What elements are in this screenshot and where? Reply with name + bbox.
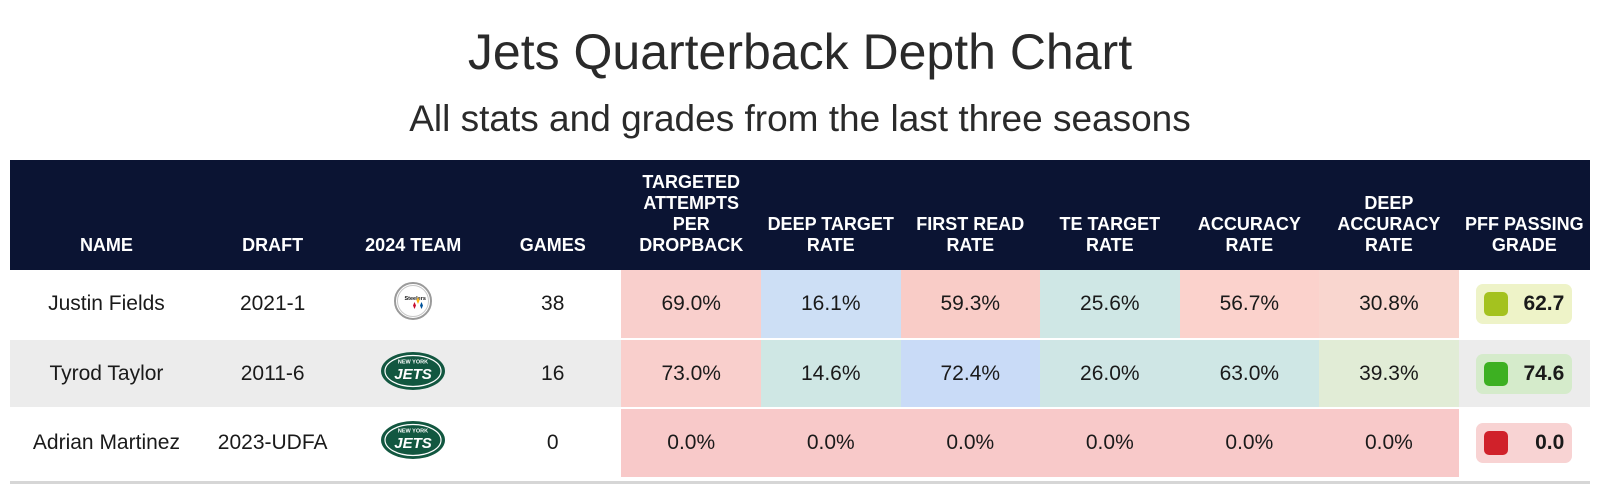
stat-cell-targeted-attempts: 69.0% — [621, 270, 761, 340]
svg-text:JETS: JETS — [394, 435, 432, 452]
player-name: Justin Fields — [10, 270, 203, 340]
stat-cell-first-read-rate: 0.0% — [900, 408, 1041, 477]
stat-cell-deep-accuracy-rate: 39.3% — [1319, 339, 1459, 409]
stat-cell-deep-target-rate: 0.0% — [760, 408, 901, 477]
games-cell: 0 — [546, 431, 559, 454]
games-cell: 38 — [483, 270, 622, 340]
col-header-team: 2024 TEAM — [365, 235, 462, 255]
page-title: Jets Quarterback Depth Chart — [467, 24, 1133, 80]
grade-color-swatch — [1484, 361, 1509, 386]
steelers-logo-icon: Steelers — [393, 281, 433, 327]
table-row: Justin Fields 2021-1 Steelers 38 69.0% 16.1% 5… — [10, 270, 1590, 340]
pff-grade-cell: 62.7 — [1458, 270, 1590, 340]
table-row: Adrian Martinez 2023-UDFA NEW YORK JETS 0 0.0… — [10, 408, 1590, 477]
stat-cell-te-target-rate: 0.0% — [1040, 408, 1180, 477]
stat-cell-accuracy-rate: 56.7% — [1179, 270, 1320, 340]
team-cell: Steelers — [342, 270, 484, 340]
draft-cell: 2021-1 — [202, 270, 343, 340]
col-header-pff-passing-grade: PFF PASSING GRADE — [1464, 214, 1584, 255]
stat-cell-te-target-rate: 25.6% — [1040, 270, 1180, 340]
table-row: Tyrod Taylor 2011-6 NEW YORK JETS 16 73.0% 14.… — [10, 339, 1590, 409]
stat-cell-targeted-attempts: 73.0% — [621, 339, 761, 409]
grade-badge: 0.0 — [1476, 423, 1573, 463]
draft-cell: 2011-6 — [202, 339, 343, 409]
stat-cell-deep-target-rate: 16.1% — [760, 270, 901, 340]
col-header-name: NAME — [79, 235, 133, 255]
table-body: Justin Fields 2021-1 Steelers 38 69.0% 16.1% 5… — [10, 270, 1590, 477]
stat-cell-accuracy-rate: 0.0% — [1179, 408, 1320, 477]
jets-logo-icon: NEW YORK JETS — [380, 351, 446, 397]
table-bottom-rule — [10, 481, 1590, 484]
col-header-first-read-rate: FIRST READ RATE — [916, 214, 1025, 255]
pff-grade-cell: 74.6 — [1458, 339, 1590, 409]
jets-logo-icon: NEW YORK JETS — [380, 420, 446, 466]
player-name: Tyrod Taylor — [10, 339, 203, 409]
stat-cell-accuracy-rate: 63.0% — [1179, 339, 1320, 409]
stat-cell-te-target-rate: 26.0% — [1040, 339, 1180, 409]
svg-text:NEW YORK: NEW YORK — [398, 359, 428, 365]
grade-value: 74.6 — [1523, 361, 1565, 385]
stat-cell-deep-target-rate: 14.6% — [760, 339, 901, 409]
grade-color-swatch — [1484, 292, 1509, 316]
col-header-deep-accuracy-rate: DEEP ACCURACY RATE — [1337, 193, 1441, 255]
col-header-te-target-rate: TE TARGET RATE — [1059, 214, 1161, 255]
grade-badge: 62.7 — [1476, 284, 1573, 324]
team-cell: NEW YORK JETS — [342, 408, 484, 477]
team-cell: NEW YORK JETS — [342, 339, 484, 409]
page-subtitle: All stats and grades from the last three… — [409, 98, 1191, 139]
stat-cell-first-read-rate: 72.4% — [900, 339, 1041, 409]
col-header-targeted-attempts: TARGETED ATTEMPTS PER DROPBACK — [639, 172, 744, 255]
player-name: Adrian Martinez — [32, 431, 180, 454]
col-header-accuracy-rate: ACCURACY RATE — [1197, 214, 1301, 255]
stat-cell-first-read-rate: 59.3% — [900, 270, 1041, 340]
table-header: NAME DRAFT 2024 TEAM GAMES TARGETED ATTE… — [10, 160, 1590, 270]
games-cell: 16 — [483, 339, 622, 409]
draft-cell: 2023-UDFA — [217, 431, 328, 454]
col-header-draft: DRAFT — [242, 235, 304, 255]
depth-chart-table: NAME DRAFT 2024 TEAM GAMES TARGETED ATTE… — [10, 160, 1590, 477]
svg-text:NEW YORK: NEW YORK — [398, 429, 428, 435]
svg-text:Steelers: Steelers — [405, 296, 426, 302]
svg-text:JETS: JETS — [394, 366, 432, 383]
grade-badge: 74.6 — [1476, 353, 1573, 394]
pff-grade-cell: 0.0 — [1459, 408, 1590, 477]
grade-color-swatch — [1484, 431, 1509, 455]
stat-cell-targeted-attempts: 0.0% — [621, 408, 761, 477]
grade-value: 62.7 — [1523, 292, 1565, 315]
grade-value: 0.0 — [1535, 431, 1565, 454]
stat-cell-deep-accuracy-rate: 30.8% — [1319, 270, 1459, 340]
col-header-deep-target-rate: DEEP TARGET RATE — [767, 214, 894, 255]
col-header-games: GAMES — [519, 235, 586, 255]
stat-cell-deep-accuracy-rate: 0.0% — [1319, 408, 1459, 477]
